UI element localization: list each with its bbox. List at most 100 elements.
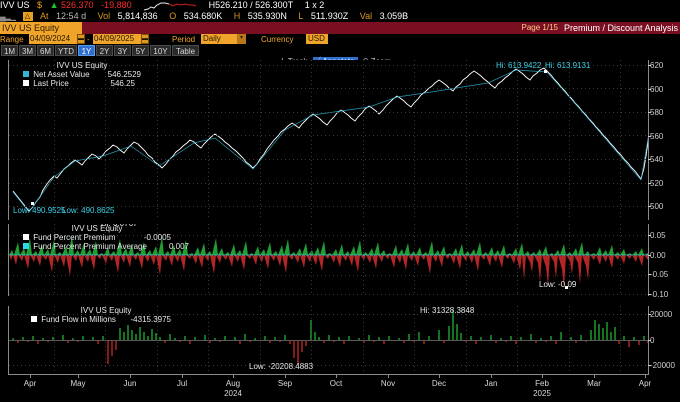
open-value: 534.680K [183, 11, 223, 21]
y-tick-label: 20000 [650, 310, 673, 319]
range-tab-2y[interactable]: 2Y [96, 45, 113, 56]
x-axis: Apr May Jun Jul Aug Sep Oct Nov Dec Jan Feb Mar Apr 2… [8, 374, 651, 402]
currency-label: Currency [261, 35, 294, 44]
y-tick-label: -0.05 [650, 270, 669, 280]
legend-row-premium-avg[interactable]: Fund Percent Premium Average 0.007 [23, 242, 189, 251]
x-tick-label: Nov [380, 379, 396, 388]
ticker-symbol[interactable]: IVV US [0, 0, 30, 10]
flow-color-swatch [31, 315, 37, 322]
last-price-series-value: 546.25 [110, 79, 135, 88]
legend-title: IVV US Equity [56, 61, 108, 70]
y-tick-mark [648, 365, 651, 366]
range-tab-1m[interactable]: 1M [1, 45, 18, 56]
ticker-bar: IVV US $ ▲ 526.370 -19.880 H526.210 / 52… [0, 0, 680, 22]
y-tick-label: 520 [650, 178, 664, 188]
x-tick-mark [78, 375, 79, 378]
volume-label: Vol [97, 11, 111, 21]
x-tick-label: Sep [277, 379, 293, 388]
y-tick-mark [648, 254, 651, 256]
premium-plot-area: IVV US Equity Fund Percent Premium -0.00… [9, 224, 649, 296]
period-select[interactable]: Daily [201, 34, 237, 44]
fund-flow-panel[interactable]: IVV US Equity Fund Flow in Millions -431… [8, 306, 649, 374]
y-tick-mark [648, 159, 651, 160]
ticker-change: -19.880 [101, 0, 132, 10]
x-axis-year-label: 2024 [224, 389, 242, 398]
high-label: H [233, 11, 241, 21]
screen-title-bar: IVV US Equity Page 1/15 Premium / Discou… [0, 22, 680, 34]
x-tick-label: Aug [225, 379, 241, 388]
flow-hi-callout: Hi: 31328.3848 [420, 306, 475, 315]
x-tick-mark [645, 375, 646, 378]
premium-series-name: Fund Percent Premium [33, 233, 116, 242]
x-tick-label: Jan [484, 379, 498, 388]
low-value: 511.930Z [310, 11, 349, 21]
range-tab-3y[interactable]: 3Y [114, 45, 131, 56]
range-tab-table[interactable]: Table [172, 45, 199, 56]
x-tick-mark [130, 375, 131, 378]
nav-series-name: Net Asset Value [33, 70, 90, 79]
premium-y-axis [648, 224, 649, 296]
x-tick-mark [388, 375, 389, 378]
x-tick-label: Feb [535, 379, 549, 388]
premium-panel[interactable]: IVV US Equity Fund Percent Premium -0.00… [8, 224, 649, 296]
chevron-down-icon[interactable]: ▾ [237, 34, 246, 44]
date-from-input[interactable]: 04/09/2024 [29, 34, 77, 44]
calendar-icon[interactable]: ▬ [77, 34, 85, 44]
legend-row-last-price[interactable]: Last Price 546.25 [23, 79, 141, 88]
premium-avg-series-name: Fund Percent Premium Average [33, 242, 147, 251]
range-tab-10y[interactable]: 10Y [150, 45, 171, 56]
x-tick-mark [542, 375, 543, 378]
last-price-series-name: Last Price [33, 79, 69, 88]
calendar-icon[interactable]: ▬ [141, 34, 149, 44]
range-tab-3m[interactable]: 3M [19, 45, 36, 56]
ticker-row-secondary: ▄▂▁ △ At 12:54 d Vol 5,814,836 O 534.680… [0, 11, 408, 22]
price-low-callout-1: Low: 490.9525 [13, 206, 66, 215]
y-tick-label: 580 [650, 108, 664, 117]
ticker-size: 1 x 2 [304, 0, 325, 10]
val-label: Val [359, 11, 373, 21]
period-label: Period [172, 35, 196, 44]
y-tick-label: 600 [650, 84, 664, 94]
range-tab-ytd[interactable]: YTD [55, 45, 77, 56]
y-tick-mark [648, 182, 651, 184]
x-tick-mark [233, 375, 234, 378]
y-tick-label: 0.00 [650, 250, 666, 260]
x-tick-mark [491, 375, 492, 378]
up-arrow-icon: ▲ [49, 0, 59, 10]
date-to-input[interactable]: 04/09/2025 [93, 34, 141, 44]
y-tick-mark [648, 314, 651, 315]
x-tick-label: Apr [23, 379, 37, 388]
page-indicator[interactable]: Page 1/15 [521, 23, 558, 32]
legend-row-nav[interactable]: Net Asset Value 546.2529 [23, 70, 141, 79]
range-tab-1y[interactable]: 1Y [78, 45, 95, 56]
x-axis-line [8, 374, 649, 375]
x-tick-mark [336, 375, 337, 378]
dots-icon[interactable]: ▄▂▁ [0, 12, 16, 21]
price-plot-area: IVV US Equity Net Asset Value 546.2529 L… [9, 60, 649, 220]
y-tick-mark [648, 294, 651, 296]
open-label: O [169, 11, 177, 21]
security-chip[interactable]: IVV US Equity [0, 22, 82, 34]
last-price-color-swatch [23, 79, 29, 86]
price-hi-callout-2: Hi: 613.9131 [545, 61, 591, 70]
at-time: 12:54 d [56, 11, 87, 21]
legend-row-premium[interactable]: Fund Percent Premium -0.0005 [23, 233, 171, 242]
at-label: At [40, 11, 49, 21]
legend-row-flow[interactable]: Fund Flow in Millions -4315.3975 [31, 315, 181, 324]
x-tick-label: Mar [587, 379, 601, 388]
x-tick-mark [30, 375, 31, 378]
range-tab-5y[interactable]: 5Y [132, 45, 149, 56]
range-tab-group: 1M 3M 6M YTD 1Y 2Y 3Y 5Y 10Y Table [0, 45, 680, 57]
currency-select[interactable]: USD [306, 34, 328, 44]
range-tab-6m[interactable]: 6M [37, 45, 54, 56]
x-tick-label: May [70, 379, 86, 388]
price-nav-panel[interactable]: IVV US Equity Net Asset Value 546.2529 L… [8, 60, 649, 220]
y-tick-label: -20000 [650, 361, 675, 370]
price-low-callout-2: Low: 490.8625 [62, 206, 115, 215]
x-tick-label: Dec [431, 379, 447, 388]
flow-panel-legend: IVV US Equity Fund Flow in Millions -431… [31, 306, 181, 324]
ticker-last-price: 526.370 [61, 0, 94, 10]
alert-bell-icon[interactable]: △ [22, 12, 33, 21]
price-hi-marker [544, 70, 547, 73]
